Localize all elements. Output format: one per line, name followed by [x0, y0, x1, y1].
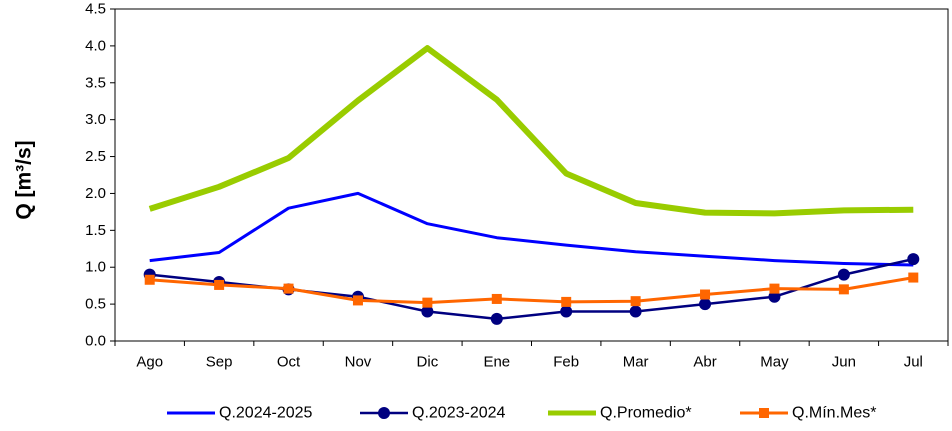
series-2	[148, 45, 914, 217]
x-tick-label: Jun	[832, 354, 856, 371]
legend-label: Q.Mín.Mes*	[792, 405, 876, 422]
x-tick-label: Mar	[623, 354, 649, 371]
x-tick-label: Ago	[136, 354, 163, 371]
data-point	[907, 253, 920, 266]
legend-label: Q.2024-2025	[219, 405, 313, 422]
x-tick-label: Dic	[417, 354, 439, 371]
y-tick-label: 4.0	[85, 37, 106, 54]
y-tick-label: 2.5	[85, 148, 106, 165]
series-line	[148, 45, 914, 217]
series-line	[149, 191, 914, 267]
legend-marker	[759, 408, 769, 418]
x-tick-label: Abr	[693, 354, 716, 371]
legend-item: Q.Promedio*	[548, 405, 692, 422]
y-tick-label: 1.0	[85, 259, 106, 276]
data-point	[561, 296, 572, 307]
x-tick-label: Jul	[904, 354, 923, 371]
data-point	[352, 295, 363, 306]
x-tick-label: Ene	[483, 354, 510, 371]
y-tick-label: 4.5	[85, 1, 106, 18]
data-point	[491, 293, 502, 304]
data-point	[629, 305, 642, 318]
x-tick-label: May	[760, 354, 789, 371]
y-tick-label: 1.5	[85, 222, 106, 239]
y-tick-label: 3.5	[85, 74, 106, 91]
series-line	[149, 276, 914, 305]
y-axis-label: Q [m³/s]	[13, 140, 36, 219]
legend-item: Q.2024-2025	[167, 405, 313, 422]
data-point	[422, 297, 433, 308]
data-point	[768, 290, 781, 303]
data-point	[283, 283, 294, 294]
x-tick-label: Feb	[553, 354, 579, 371]
data-point	[838, 284, 849, 295]
data-point	[630, 296, 641, 307]
x-tick-label: Nov	[345, 354, 372, 371]
data-point	[908, 272, 919, 283]
series-0	[149, 191, 914, 267]
y-tick-label: 0.5	[85, 296, 106, 313]
x-tick-label: Sep	[206, 354, 233, 371]
series-3	[144, 272, 919, 308]
legend-item: Q.Mín.Mes*	[740, 405, 876, 422]
data-point	[214, 279, 225, 290]
data-point	[837, 268, 850, 281]
data-point	[699, 298, 712, 311]
legend-label: Q.Promedio*	[600, 405, 692, 422]
legend-item: Q.2023-2024	[360, 405, 506, 422]
data-point	[769, 283, 780, 294]
data-point	[490, 312, 503, 325]
y-tick-label: 2.0	[85, 185, 106, 202]
y-tick-label: 0.0	[85, 333, 106, 350]
data-point	[560, 305, 573, 318]
data-point	[421, 305, 434, 318]
x-tick-label: Oct	[277, 354, 301, 371]
data-point	[144, 274, 155, 285]
y-tick-label: 3.0	[85, 111, 106, 128]
legend-marker	[378, 407, 390, 419]
legend-label: Q.2023-2024	[412, 405, 506, 422]
data-point	[700, 289, 711, 300]
